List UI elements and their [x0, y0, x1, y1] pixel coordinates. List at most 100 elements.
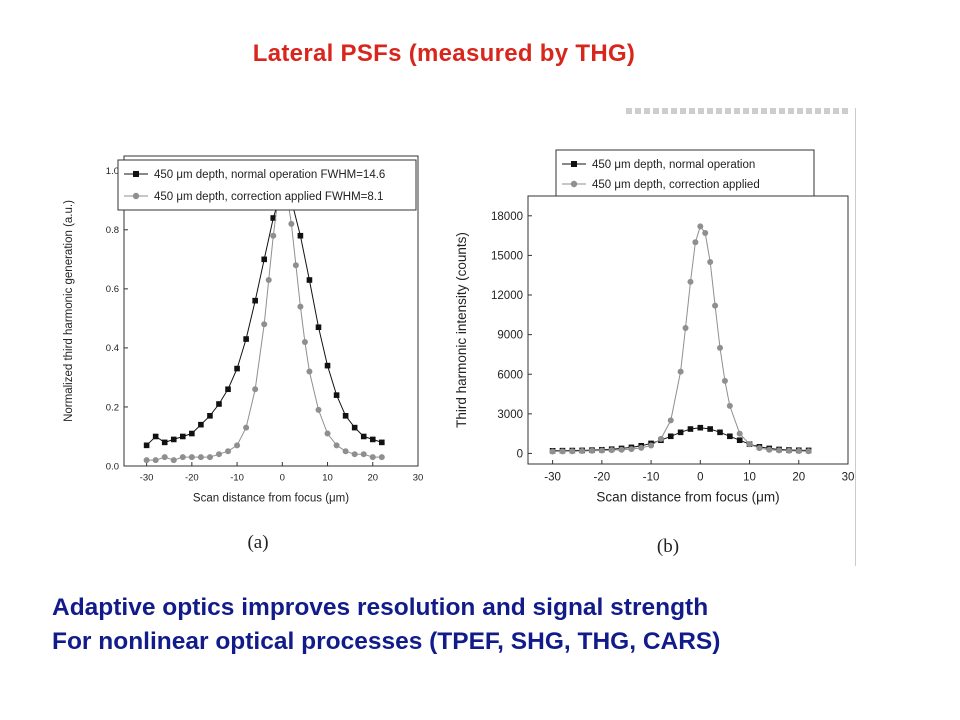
data-point-square: [333, 392, 340, 398]
data-point-square: [152, 433, 159, 440]
data-point-circle: [559, 448, 566, 455]
data-point-circle: [756, 445, 763, 452]
data-point-square: [717, 429, 723, 436]
x-tick-label: 10: [743, 472, 756, 484]
data-point-circle: [795, 448, 802, 455]
plot-frame: [123, 155, 419, 467]
data-point-circle: [707, 259, 714, 266]
data-point-square: [161, 439, 168, 446]
x-tick-label: 0: [697, 472, 703, 484]
legend-marker-circle: [132, 192, 140, 200]
data-point-square: [306, 277, 313, 283]
data-point-square: [252, 297, 258, 304]
y-tick-label: 0.6: [106, 284, 119, 295]
data-point-circle: [252, 386, 259, 393]
data-point-circle: [170, 457, 177, 464]
data-point-circle: [197, 454, 204, 461]
data-point-circle: [265, 277, 272, 283]
data-point-circle: [297, 303, 304, 310]
data-point-circle: [306, 368, 313, 375]
data-point-square: [727, 433, 733, 440]
image-edge-line: [855, 108, 856, 566]
data-point-circle: [736, 430, 743, 437]
data-point-circle: [234, 442, 241, 449]
data-point-circle: [288, 220, 295, 227]
legend-label-0: 450 μm depth, normal operation FWHM=14.6: [154, 169, 385, 181]
data-point-square: [342, 413, 349, 419]
data-point-circle: [270, 232, 277, 239]
panel-label: (b): [657, 536, 679, 557]
y-tick-label: 18000: [491, 211, 523, 223]
data-point-square: [351, 424, 358, 431]
data-point-square: [707, 426, 713, 432]
data-point-square: [324, 362, 331, 369]
data-point-circle: [206, 454, 213, 461]
x-tick-label: -30: [544, 472, 561, 484]
data-point-circle: [638, 444, 645, 451]
data-point-square: [379, 439, 385, 446]
data-point-circle: [726, 402, 733, 409]
y-tick-label: 9000: [497, 330, 523, 342]
y-tick-label: 15000: [491, 250, 523, 262]
data-point-square: [143, 442, 150, 449]
data-point-circle: [324, 430, 331, 437]
plot-frame: [527, 195, 849, 465]
data-point-square: [170, 436, 177, 443]
data-point-circle: [721, 377, 728, 384]
data-point-circle: [717, 344, 723, 351]
data-point-square: [243, 336, 249, 342]
data-point-circle: [188, 454, 195, 461]
data-point-circle: [785, 447, 792, 454]
y-tick-label: 0.2: [106, 402, 119, 413]
x-axis-title: Scan distance from focus (μm): [596, 490, 779, 505]
x-tick-label: -20: [185, 473, 199, 484]
data-point-circle: [618, 446, 625, 453]
caption-line-1: Adaptive optics improves resolution and …: [52, 594, 709, 621]
data-point-circle: [152, 457, 159, 464]
legend-marker-square: [133, 171, 139, 177]
data-point-circle: [225, 448, 232, 455]
y-axis-title: Normalized third harmonic generation (a.…: [63, 200, 75, 422]
legend-marker-circle: [570, 180, 578, 188]
series-line-0: [146, 187, 382, 446]
x-axis-title: Scan distance from focus (μm): [193, 493, 349, 505]
data-point-circle: [333, 442, 340, 449]
data-point-circle: [315, 406, 322, 413]
y-tick-label: 0.4: [106, 343, 119, 354]
y-tick-label: 0.0: [106, 461, 119, 472]
data-point-circle: [598, 447, 605, 454]
data-point-square: [234, 365, 240, 372]
data-point-circle: [687, 278, 694, 285]
data-point-circle: [712, 302, 719, 309]
data-point-circle: [143, 457, 150, 464]
data-point-circle: [360, 451, 367, 458]
series-line-1: [552, 225, 809, 452]
legend-label-1: 450 μm depth, correction applied: [592, 179, 760, 191]
x-tick-label: 30: [842, 472, 855, 484]
data-point-circle: [589, 447, 595, 454]
x-tick-label: 10: [322, 473, 333, 484]
data-point-square: [315, 324, 322, 331]
data-point-circle: [648, 442, 655, 449]
slide-title: Lateral PSFs (measured by THG): [252, 40, 636, 67]
data-point-circle: [805, 448, 812, 455]
x-tick-label: 20: [792, 472, 805, 484]
data-point-circle: [261, 321, 268, 328]
data-point-square: [207, 413, 213, 419]
chart-panel-b: -30 -20 -10 0 10 20 30 0 3000 6000 9000 12000 15000 1…: [454, 149, 855, 557]
panel-label: (a): [247, 532, 268, 553]
data-point-circle: [677, 368, 684, 375]
data-point-square: [189, 430, 195, 437]
data-point-circle: [369, 454, 376, 461]
data-point-circle: [682, 325, 689, 332]
data-point-square: [369, 436, 376, 443]
data-point-square: [667, 433, 674, 440]
data-point-circle: [766, 446, 773, 453]
chart-panel-a: -30 -20 -10 0 10 20 30 0.0 0.2 0.4 0.6 0.8 1.0 Scan d…: [63, 155, 423, 553]
x-tick-label: -10: [230, 473, 244, 484]
data-point-circle: [215, 451, 222, 458]
x-tick-label: 20: [367, 473, 378, 484]
data-point-circle: [628, 446, 635, 453]
data-point-square: [736, 437, 743, 444]
